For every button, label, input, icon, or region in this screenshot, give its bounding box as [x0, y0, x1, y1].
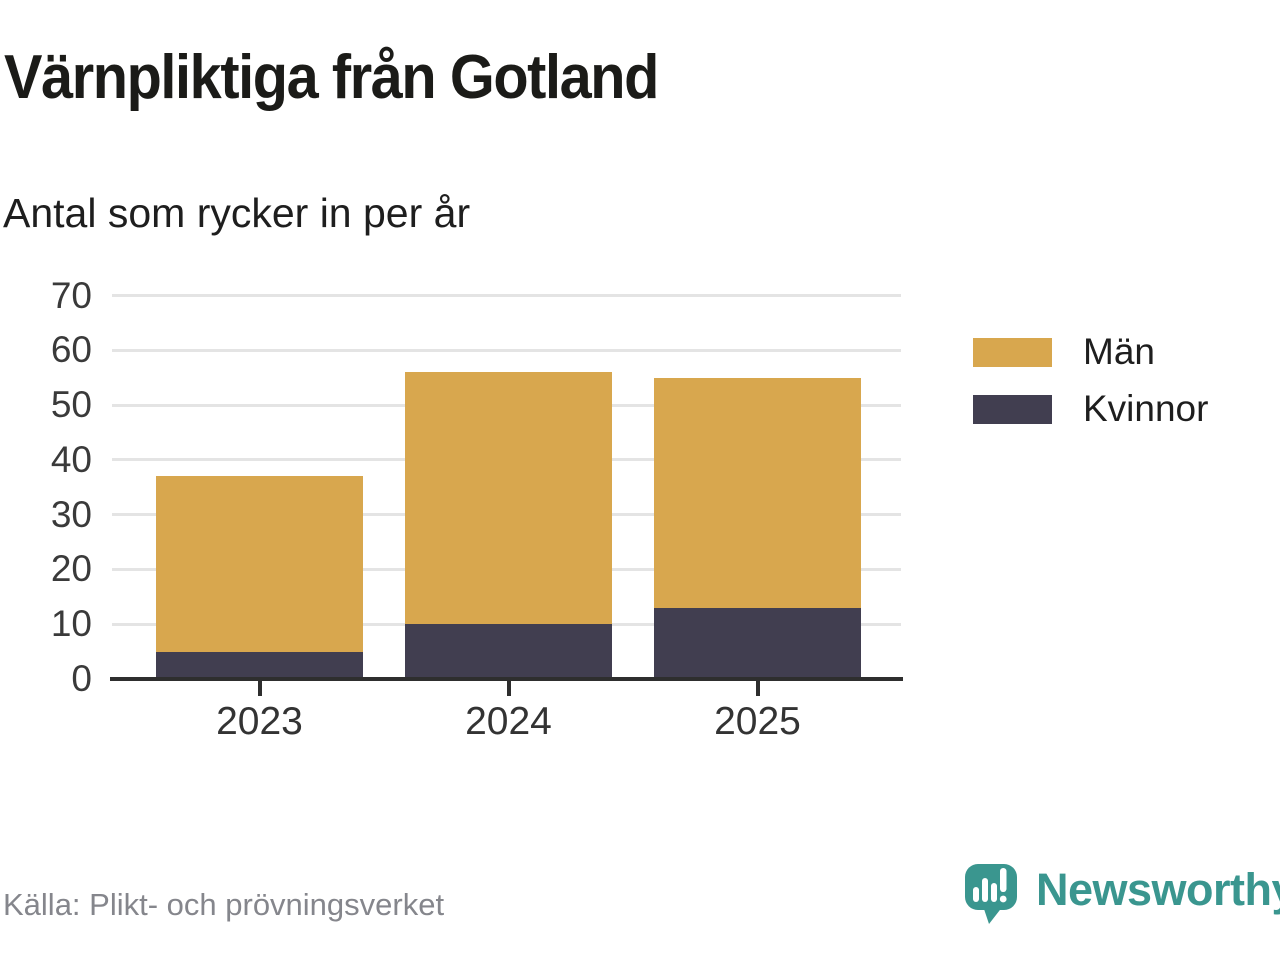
y-axis-label-30: 30	[50, 493, 92, 535]
x-axis-tick-2025	[755, 681, 760, 696]
y-axis-label-50: 50	[50, 384, 92, 426]
y-axis-label-0: 0	[71, 658, 92, 699]
x-axis-label-2023: 2023	[216, 700, 303, 743]
bar-segment-män-2024	[405, 372, 612, 625]
brand-logo: Newsworthy	[962, 858, 1280, 942]
bar-segment-kvinnor-2023	[156, 651, 363, 679]
bar-segment-kvinnor-2024	[405, 624, 612, 679]
legend-label-kvinnor: Kvinnor	[1083, 388, 1209, 429]
legend-label-män: Män	[1083, 331, 1155, 372]
source-text: Källa: Plikt- och prövningsverket	[3, 887, 445, 922]
x-axis-tick-2023	[257, 681, 262, 696]
legend-swatch-kvinnor	[973, 395, 1052, 424]
y-axis-label-20: 20	[50, 548, 92, 590]
legend-swatch-män	[973, 338, 1052, 367]
bar-segment-män-2023	[156, 476, 363, 652]
grid-line-70	[112, 294, 901, 297]
x-axis-tick-2024	[506, 681, 511, 696]
bar-segment-kvinnor-2025	[654, 607, 861, 679]
chart-subtitle: Antal som rycker in per år	[3, 190, 471, 236]
newsworthy-bubble-chart-icon	[965, 864, 1017, 924]
y-axis-label-10: 10	[50, 603, 92, 645]
y-axis-label-60: 60	[50, 329, 92, 371]
chart-title: Värnpliktiga från Gotland	[4, 43, 659, 112]
brand-name: Newsworthy	[1036, 864, 1280, 915]
x-axis-label-2025: 2025	[714, 700, 801, 743]
bar-segment-män-2025	[654, 377, 861, 608]
y-axis-label-40: 40	[50, 438, 92, 480]
grid-line-60	[112, 348, 901, 352]
x-axis-label-2024: 2024	[465, 700, 552, 743]
x-axis-line	[110, 677, 903, 681]
y-axis-label-70: 70	[50, 274, 92, 316]
